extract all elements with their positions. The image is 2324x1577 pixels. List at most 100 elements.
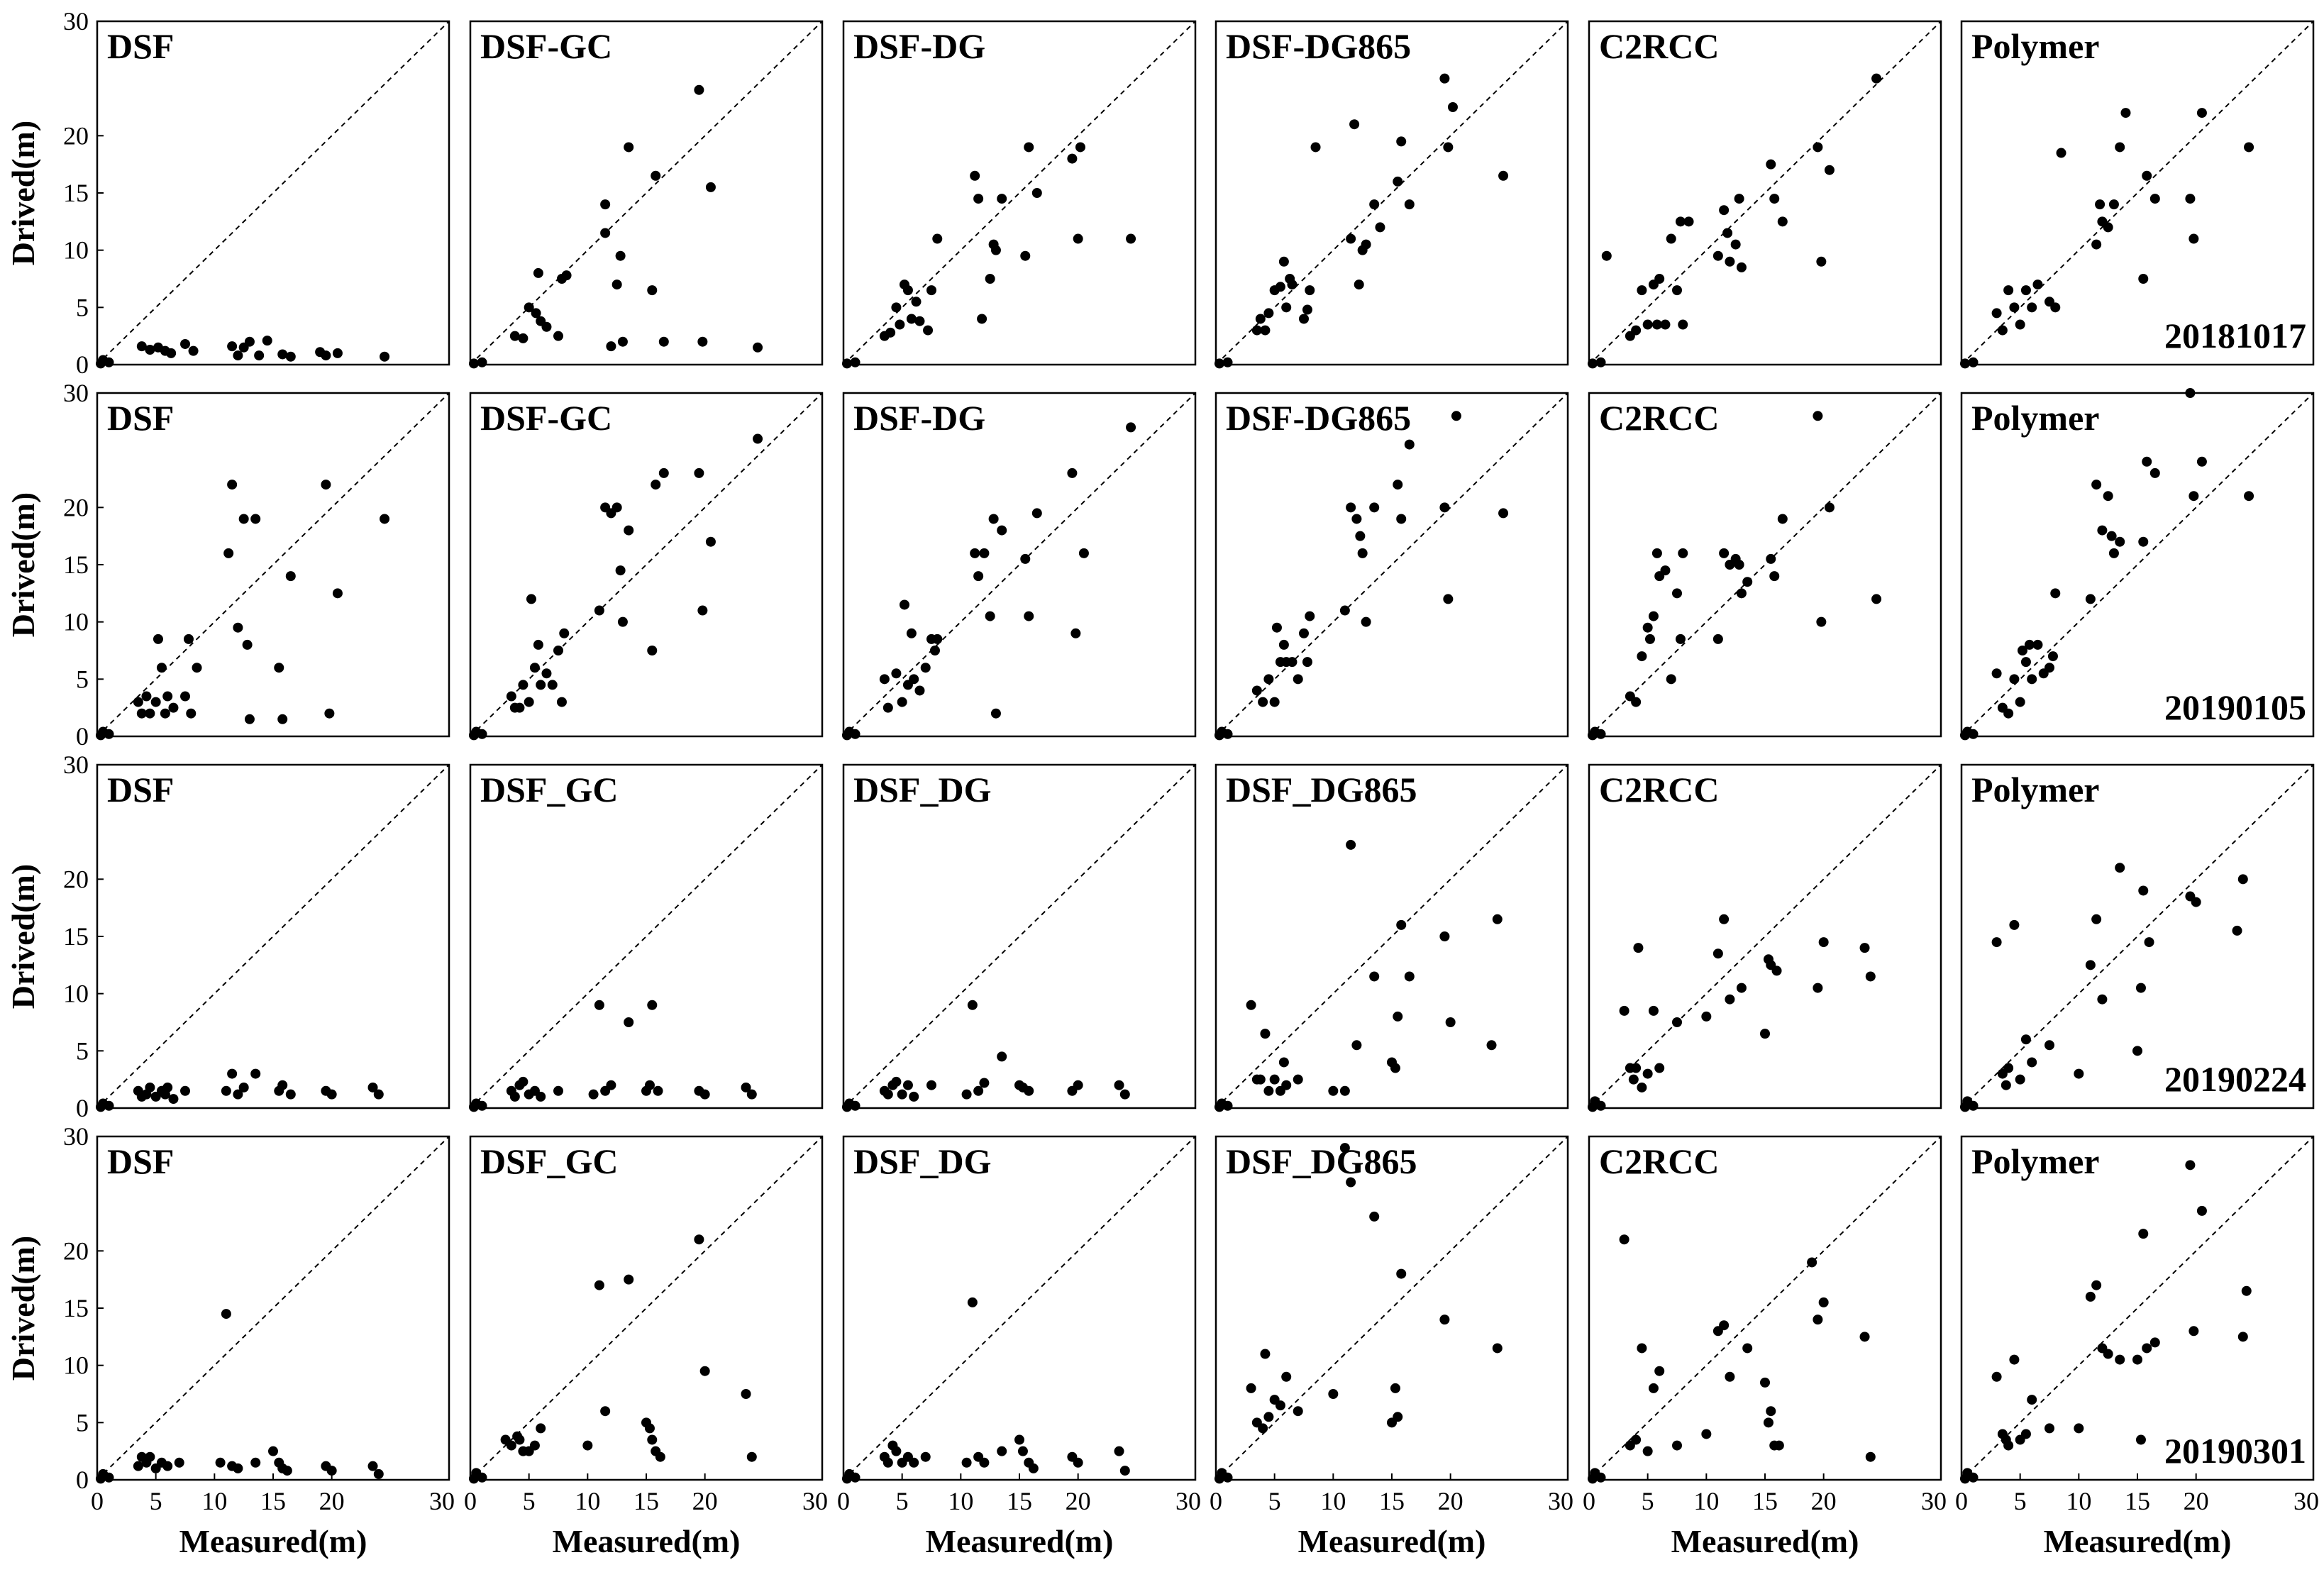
data-point: [326, 1466, 337, 1476]
data-point: [909, 1091, 919, 1102]
data-point: [215, 1457, 226, 1468]
panel-2-3: DSF_DG865: [1214, 763, 1569, 1112]
data-point: [2009, 919, 2020, 930]
data-point: [1637, 651, 1647, 662]
data-point: [850, 357, 861, 367]
panel-3-2: DSF_DG 0 5 10 15 20 30 Measured(m): [837, 1135, 1201, 1559]
data-point: [2003, 708, 2014, 719]
panel-title: DSF_GC: [480, 770, 618, 809]
data-point: [2095, 199, 2106, 210]
data-point: [2185, 194, 2196, 204]
data-point: [2091, 480, 2102, 490]
data-point: [973, 571, 984, 582]
data-point: [1742, 577, 1753, 587]
data-point: [2017, 646, 2027, 655]
data-point: [2149, 467, 2160, 478]
data-point: [518, 333, 529, 343]
data-point: [1968, 729, 1979, 739]
data-point: [1824, 165, 1835, 175]
data-point: [1263, 308, 1274, 319]
data-point: [1654, 1063, 1665, 1073]
data-point: [2085, 594, 2096, 604]
data-point: [1631, 697, 1642, 707]
data-point: [1299, 628, 1309, 638]
data-point: [1328, 1389, 1339, 1399]
date-label: 20190301: [2164, 1431, 2306, 1471]
data-point: [658, 467, 669, 478]
data-point: [136, 708, 147, 719]
data-point: [1351, 1040, 1362, 1051]
data-point: [1073, 233, 1083, 244]
data-point: [2003, 1063, 2014, 1073]
x-tick-label: 0: [837, 1487, 850, 1515]
data-point: [536, 1423, 546, 1434]
data-point: [1769, 194, 1780, 204]
data-point: [282, 1466, 292, 1476]
data-point: [380, 351, 390, 362]
data-point: [1445, 1017, 1456, 1027]
data-point: [2091, 1280, 2102, 1290]
data-point: [1114, 1446, 1124, 1456]
plot-frame: [1588, 392, 1942, 738]
x-tick-label: 20: [692, 1487, 718, 1515]
data-point: [1991, 1371, 2002, 1382]
panel-title: DSF_GC: [480, 1141, 618, 1181]
data-point: [1393, 480, 1403, 490]
data-point: [1293, 1406, 1303, 1417]
y-tick-label: 5: [76, 293, 89, 321]
data-point: [468, 358, 479, 369]
data-point: [553, 1085, 563, 1096]
date-label: 20190224: [2164, 1059, 2306, 1099]
panel-1-5: Polymer 20190105: [1959, 388, 2315, 741]
data-point: [2056, 148, 2066, 158]
data-point: [741, 1389, 751, 1399]
panel-title: DSF-DG: [853, 398, 985, 438]
panel-3-0: DSF 0 5 10 15 20 30 Drived(m) 0 5 10 15 20 30 Measured…: [5, 1122, 455, 1559]
data-point: [250, 1457, 261, 1468]
panel-title: DSF_DG865: [1226, 770, 1417, 809]
data-point: [2050, 588, 2061, 599]
data-point: [1275, 1400, 1285, 1411]
data-point: [233, 350, 243, 361]
data-point: [227, 480, 238, 490]
data-point: [647, 1000, 658, 1010]
data-point: [624, 142, 634, 153]
plot-frame: [842, 20, 1197, 366]
data-point: [524, 302, 534, 313]
x-tick-label: 0: [91, 1487, 104, 1515]
data-point: [1339, 1143, 1350, 1153]
data-point: [1404, 199, 1415, 210]
data-point: [1271, 622, 1282, 633]
data-point: [985, 611, 995, 621]
data-point: [979, 1457, 990, 1468]
x-tick-label: 20: [319, 1487, 345, 1515]
data-point: [967, 1297, 978, 1307]
panel-3-4: C2RCC 0 5 10 15 20 30 Measured(m): [1583, 1135, 1947, 1559]
data-point: [694, 1234, 704, 1245]
data-point: [1719, 914, 1730, 924]
y-tick-label: 30: [63, 379, 89, 407]
data-point: [1214, 358, 1224, 369]
data-point: [2244, 142, 2254, 153]
panel-title: DSF_DG: [853, 770, 991, 809]
data-point: [183, 633, 194, 644]
reference-line: [470, 21, 823, 365]
reference-line: [96, 21, 450, 365]
data-point: [1287, 657, 1297, 668]
data-point: [988, 514, 999, 524]
data-point: [1642, 1068, 1653, 1079]
data-point: [277, 1080, 288, 1090]
data-point: [1763, 1417, 1774, 1428]
data-point: [514, 1434, 525, 1445]
data-point: [977, 314, 987, 324]
panel-title: DSF-GC: [480, 398, 612, 438]
reference-line: [96, 1136, 450, 1481]
data-point: [268, 1446, 278, 1456]
x-tick-label: 10: [201, 1487, 227, 1515]
x-tick-label: 0: [1210, 1487, 1222, 1515]
data-point: [1246, 1383, 1256, 1393]
data-point: [2103, 491, 2113, 502]
panel-2-4: C2RCC: [1587, 763, 1942, 1112]
data-point: [536, 1091, 546, 1102]
